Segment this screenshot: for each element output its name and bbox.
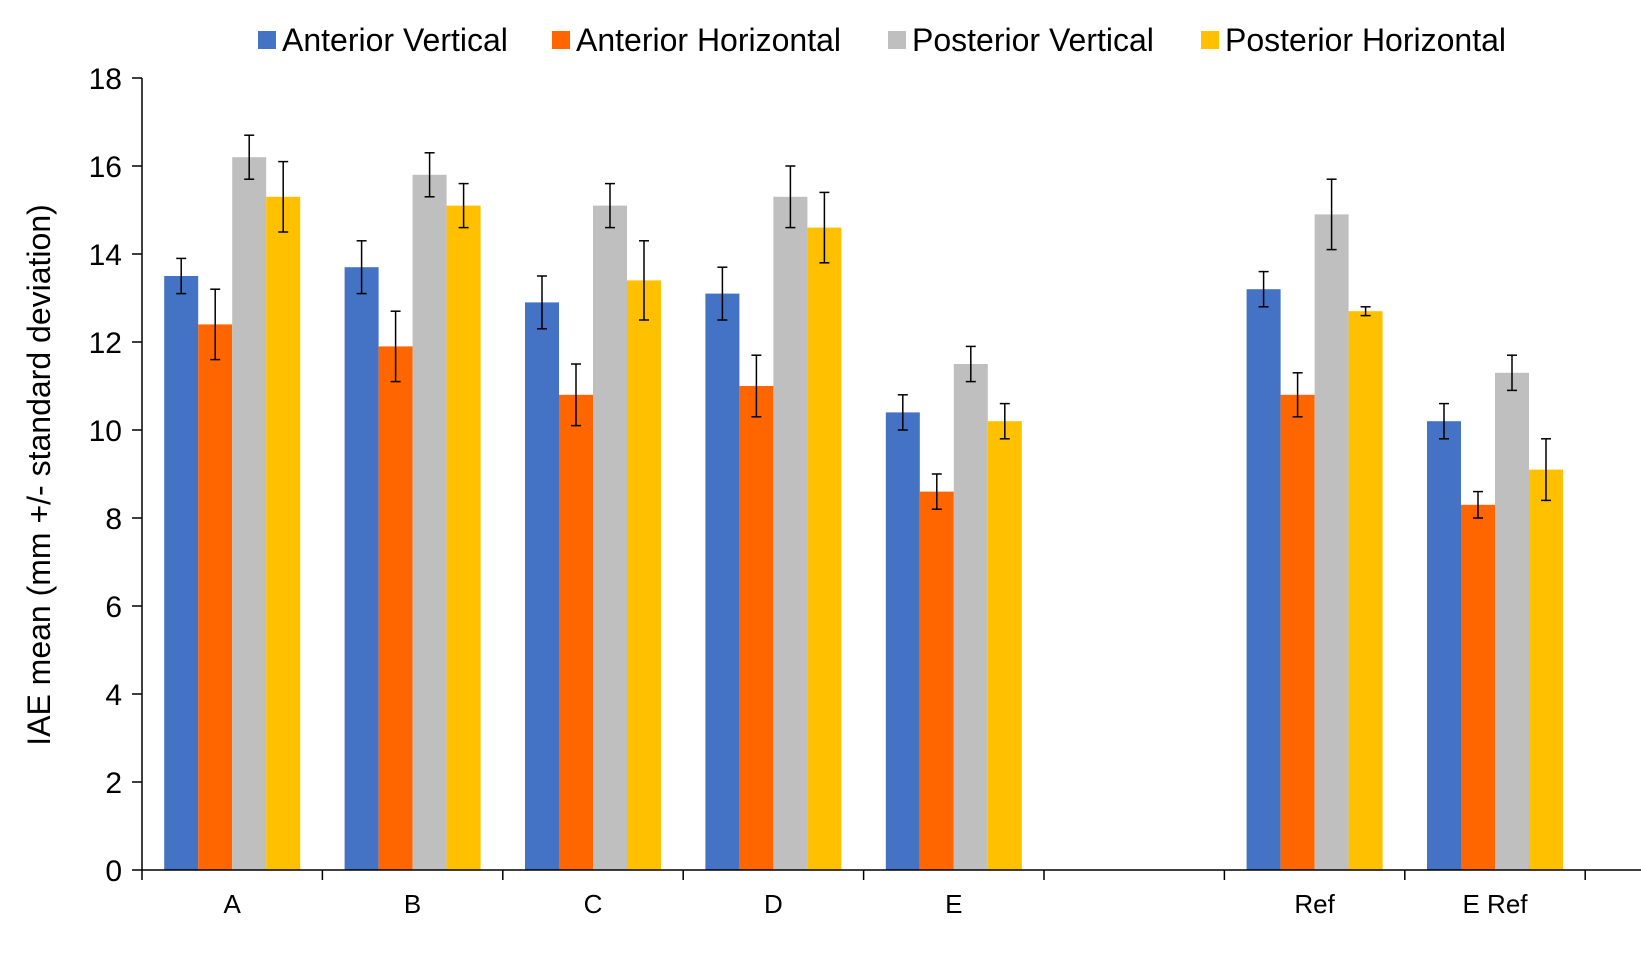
bar: [1348, 311, 1383, 870]
x-tick-label: E Ref: [1462, 889, 1528, 919]
bar: [953, 364, 988, 870]
legend-swatch: [1201, 31, 1219, 49]
bar: [1246, 289, 1281, 870]
y-axis-label: IAE mean (mm +/- standard deviation): [21, 204, 57, 746]
x-tick-label: E: [945, 889, 962, 919]
error-bar: [1292, 372, 1303, 418]
error-bar: [571, 363, 581, 427]
legend-label: Anterior Horizontal: [576, 22, 841, 58]
error-bar: [1507, 354, 1517, 392]
y-tick-label: 2: [105, 767, 122, 800]
bar: [344, 267, 379, 870]
x-tick-label: Ref: [1294, 889, 1335, 919]
legend-label: Posterior Vertical: [912, 22, 1154, 58]
x-tick-label: C: [584, 889, 603, 919]
error-bar: [897, 394, 908, 431]
x-axis: A B C D E Ref E Ref: [141, 869, 1641, 919]
y-tick-label: 14: [89, 239, 122, 272]
error-bar: [1439, 402, 1449, 440]
error-bar: [639, 240, 649, 321]
bar: [1529, 469, 1563, 870]
bar: [987, 421, 1022, 870]
bar: [266, 196, 301, 871]
bar: [807, 227, 842, 871]
bar: [559, 394, 593, 870]
error-bar: [1360, 306, 1371, 317]
y-tick-label: 8: [105, 503, 122, 536]
error-bar: [751, 354, 762, 418]
y-tick-label: 16: [89, 151, 122, 184]
legend-item: Anterior Vertical: [258, 22, 508, 58]
legend-item: Posterior Vertical: [888, 22, 1154, 58]
y-tick-label: 4: [105, 679, 122, 712]
error-bar: [785, 165, 796, 229]
error-bar: [717, 266, 728, 321]
x-tick-label: B: [404, 889, 421, 919]
error-bar: [210, 288, 221, 361]
bar: [378, 346, 413, 870]
error-bar: [244, 134, 255, 180]
legend-item: Anterior Horizontal: [552, 22, 841, 58]
error-bar: [1541, 438, 1551, 502]
x-tick-label: A: [224, 889, 242, 919]
bars: [164, 157, 1563, 871]
error-bar: [999, 402, 1010, 440]
bar: [412, 174, 447, 871]
legend-label: Posterior Horizontal: [1225, 22, 1506, 58]
bar: [1495, 372, 1529, 870]
legend-item: Posterior Horizontal: [1201, 22, 1506, 58]
bar: [446, 205, 481, 871]
y-tick-label: 12: [89, 327, 122, 360]
bar: [232, 157, 267, 870]
error-bar: [458, 182, 469, 229]
error-bar: [931, 473, 942, 510]
bar: [885, 412, 920, 870]
error-bars: [176, 134, 1551, 519]
error-bar: [819, 191, 830, 264]
error-bar: [278, 160, 289, 233]
y-tick-label: 0: [105, 855, 122, 888]
bar: [593, 205, 627, 871]
bar: [627, 280, 661, 870]
error-bar: [176, 257, 187, 295]
bar: [164, 276, 199, 870]
y-axis: 0 2 4 6 8 10 12 14 16 18: [89, 63, 143, 888]
error-bar: [1258, 270, 1269, 308]
bar: [1280, 394, 1315, 870]
legend: Anterior Vertical Anterior Horizontal Post…: [258, 22, 1506, 58]
y-tick-label: 6: [105, 591, 122, 624]
error-bar: [537, 275, 547, 330]
legend-label: Anterior Vertical: [282, 22, 508, 58]
bar: [705, 293, 740, 871]
y-tick-label: 18: [89, 63, 122, 96]
y-tick-label: 10: [89, 415, 122, 448]
error-bar: [356, 240, 367, 295]
error-bar: [1473, 490, 1483, 519]
bar: [525, 302, 559, 870]
bar: [1461, 504, 1495, 870]
bar: [739, 386, 774, 870]
bar: [198, 324, 233, 870]
error-bar: [605, 182, 615, 229]
legend-swatch: [888, 31, 906, 49]
x-tick-label: D: [764, 889, 783, 919]
legend-swatch: [258, 31, 276, 49]
error-bar: [1326, 178, 1337, 251]
bar: [919, 491, 954, 870]
bar: [773, 196, 808, 871]
bar: [1427, 421, 1461, 870]
bar: [1314, 214, 1349, 870]
legend-swatch: [552, 31, 570, 49]
error-bar: [424, 152, 435, 198]
error-bar: [965, 345, 976, 383]
error-bar: [390, 310, 401, 383]
